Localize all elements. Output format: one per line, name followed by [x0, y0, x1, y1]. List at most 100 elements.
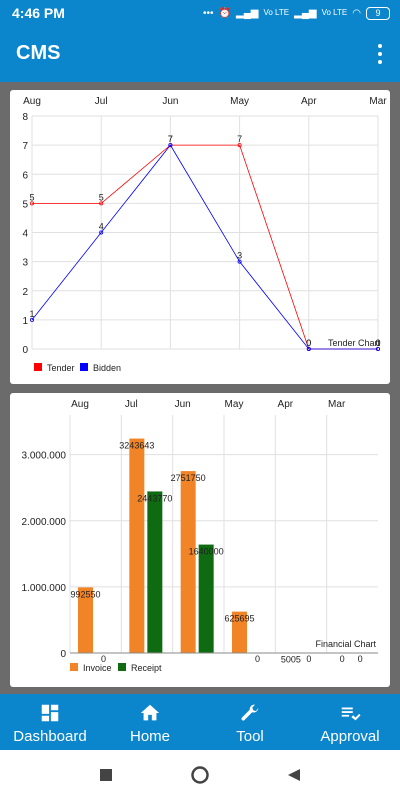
y-tick-label: 1.000.000 — [22, 583, 67, 594]
bottom-nav: Dashboard Home Tool Approval — [0, 694, 400, 750]
home-icon — [140, 704, 160, 721]
back-button[interactable] — [287, 768, 301, 782]
data-label: 7 — [168, 134, 173, 144]
nav-label-tool: Tool — [236, 728, 264, 745]
x-tick-label: Aug — [23, 96, 41, 107]
y-tick-label: 8 — [22, 112, 28, 123]
y-tick-label: 6 — [22, 170, 28, 181]
x-tick-label: Jul — [125, 399, 138, 410]
data-label: 3 — [237, 251, 242, 261]
nav-home[interactable]: Home — [100, 694, 200, 750]
x-tick-label: Jul — [95, 96, 108, 107]
bar-receipt — [147, 491, 163, 653]
data-label: 0 — [306, 338, 311, 348]
y-tick-label: 4 — [22, 229, 28, 240]
y-tick-label: 3 — [22, 258, 28, 269]
data-label: 0 — [375, 338, 380, 348]
data-label: 1 — [29, 309, 34, 319]
data-label: 625695 — [224, 614, 254, 624]
alarm-icon: ⏰ — [218, 7, 232, 19]
data-label: 0 — [306, 338, 311, 348]
dashboard-icon — [41, 704, 59, 722]
recents-button[interactable] — [99, 768, 113, 782]
financial-chart-card: 0 1.000.000 2.000.000 3.000.000 Aug Jul Jun May… — [10, 393, 390, 687]
x-tick-label: Aug — [71, 399, 89, 410]
data-point — [237, 143, 242, 148]
nav-label-home: Home — [129, 728, 170, 745]
data-point — [168, 143, 173, 148]
y-tick-label: 0 — [22, 345, 28, 356]
system-navigation-bar — [0, 750, 400, 800]
legend-swatch-receipt — [118, 663, 126, 671]
x-tick-label: Jun — [162, 96, 178, 107]
y-tick-label: 7 — [22, 141, 28, 152]
status-icons: ••• ⏰ ▂▄▆ Vo LTE ▂▄▆ Vo LTE ◠ 9 — [203, 4, 390, 22]
nav-approval[interactable]: Approval — [300, 694, 400, 750]
data-label: 2443770 — [137, 493, 172, 503]
data-label: 2751750 — [171, 473, 206, 483]
overflow-menu-icon[interactable] — [374, 42, 386, 66]
data-point — [99, 230, 104, 235]
status-time: 4:46 PM — [12, 5, 65, 21]
x-tick-label: Apr — [278, 399, 294, 410]
data-label: 0 — [306, 654, 311, 664]
notification-dots-icon: ••• — [203, 7, 214, 19]
wrench-icon — [241, 704, 259, 721]
bar-invoice — [78, 587, 93, 653]
data-point — [99, 201, 104, 206]
y-tick-label: 2 — [22, 287, 28, 298]
data-point — [29, 201, 34, 206]
legend-swatch-invoice — [70, 663, 78, 671]
x-tick-label: Apr — [301, 96, 317, 107]
series-line-bidden — [31, 144, 378, 350]
data-label: 7 — [168, 134, 173, 144]
data-label: 5005 — [281, 655, 301, 665]
legend-swatch-tender — [34, 363, 42, 371]
x-tick-label: Jun — [175, 399, 191, 410]
data-point — [29, 317, 34, 322]
lte-indicator-2: Vo LTE — [321, 8, 348, 17]
data-point — [237, 259, 242, 264]
signal-icon-2: ▂▄▆ — [294, 7, 317, 19]
data-label: 3243643 — [119, 441, 154, 451]
bar-receipt — [198, 544, 214, 653]
data-label: 0 — [358, 654, 363, 664]
wifi-icon: ◠ — [352, 7, 361, 19]
status-bar: 4:46 PM ••• ⏰ ▂▄▆ Vo LTE ▂▄▆ Vo LTE ◠ 9 — [0, 0, 400, 26]
x-tick-label: Mar — [328, 399, 346, 410]
nav-label-approval: Approval — [320, 728, 380, 745]
series-line-tender — [32, 144, 378, 350]
y-tick-label: 1 — [22, 316, 28, 327]
bar-invoice — [180, 471, 196, 653]
data-label: 0 — [340, 654, 345, 664]
data-point — [375, 346, 380, 351]
signal-icon: ▂▄▆ — [236, 7, 259, 19]
nav-dashboard[interactable]: Dashboard — [0, 694, 100, 750]
bar-invoice — [232, 611, 247, 653]
financial-chart: 0 1.000.000 2.000.000 3.000.000 Aug Jul Jun May… — [22, 399, 378, 673]
data-label: 7 — [237, 134, 242, 144]
chart-description: Financial Chart — [315, 639, 376, 649]
legend-swatch-bidden — [80, 363, 88, 371]
data-label: 0 — [101, 654, 106, 664]
data-label: 5 — [99, 192, 104, 202]
y-tick-label: 2.000.000 — [22, 517, 67, 528]
data-point — [306, 346, 311, 351]
lte-indicator: Vo LTE — [263, 8, 290, 17]
app-bar: CMS — [0, 26, 400, 82]
battery-icon: 9 — [366, 6, 390, 20]
data-label: 1640000 — [189, 547, 224, 557]
nav-tool[interactable]: Tool — [200, 694, 300, 750]
y-tick-label: 3.000.000 — [22, 451, 67, 462]
app-title: CMS — [16, 42, 61, 64]
approval-icon — [341, 707, 361, 721]
bar-invoice — [129, 438, 145, 653]
chart-description: Tender Chart — [328, 338, 381, 348]
y-tick-label: 0 — [60, 649, 66, 660]
home-system-button[interactable] — [190, 765, 210, 785]
data-label: 0 — [255, 654, 260, 664]
data-label: 5 — [29, 192, 34, 202]
legend-label-receipt: Receipt — [131, 663, 162, 673]
x-tick-label: Mar — [369, 96, 387, 107]
